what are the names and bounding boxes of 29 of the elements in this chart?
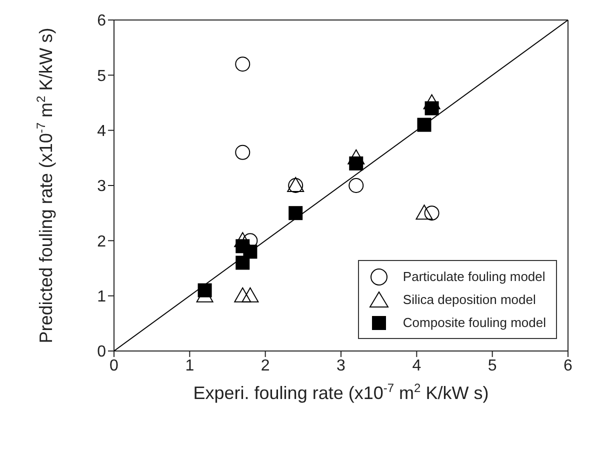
- x-axis-title: Experi. fouling rate (x10$^{-7}$ m$^{2}$ K/kW s): [193, 381, 489, 403]
- point: [235, 56, 250, 72]
- x-tick-label: 4: [412, 357, 422, 374]
- x-tick-label: 6: [564, 357, 573, 374]
- x-tick-label: 0: [110, 357, 119, 374]
- x-tick-label: 3: [336, 357, 346, 374]
- x-tick-label: 1: [185, 357, 194, 374]
- legend-label: Silica deposition model: [402, 292, 536, 307]
- y-tick-label: 5: [97, 68, 106, 85]
- point: [243, 244, 258, 259]
- y-tick-label: 2: [97, 233, 106, 250]
- point: [235, 144, 250, 160]
- x-tick-label: 2: [260, 357, 270, 374]
- point: [288, 206, 303, 220]
- point: [417, 118, 432, 132]
- point: [348, 178, 364, 193]
- y-tick-label: 6: [97, 12, 106, 30]
- point: [234, 287, 252, 302]
- point: [242, 287, 259, 302]
- legend-label: Particulate fouling model: [402, 269, 546, 284]
- point: [424, 206, 440, 221]
- y-tick-label: 1: [97, 288, 106, 306]
- y-tick-label: 4: [97, 123, 106, 140]
- y-tick-label: 0: [97, 344, 106, 361]
- point: [416, 204, 433, 220]
- legend-label: Composite fouling model: [402, 315, 546, 330]
- point: [198, 283, 212, 298]
- x-tick-label: 5: [488, 357, 497, 374]
- y-tick-label: 3: [97, 178, 106, 196]
